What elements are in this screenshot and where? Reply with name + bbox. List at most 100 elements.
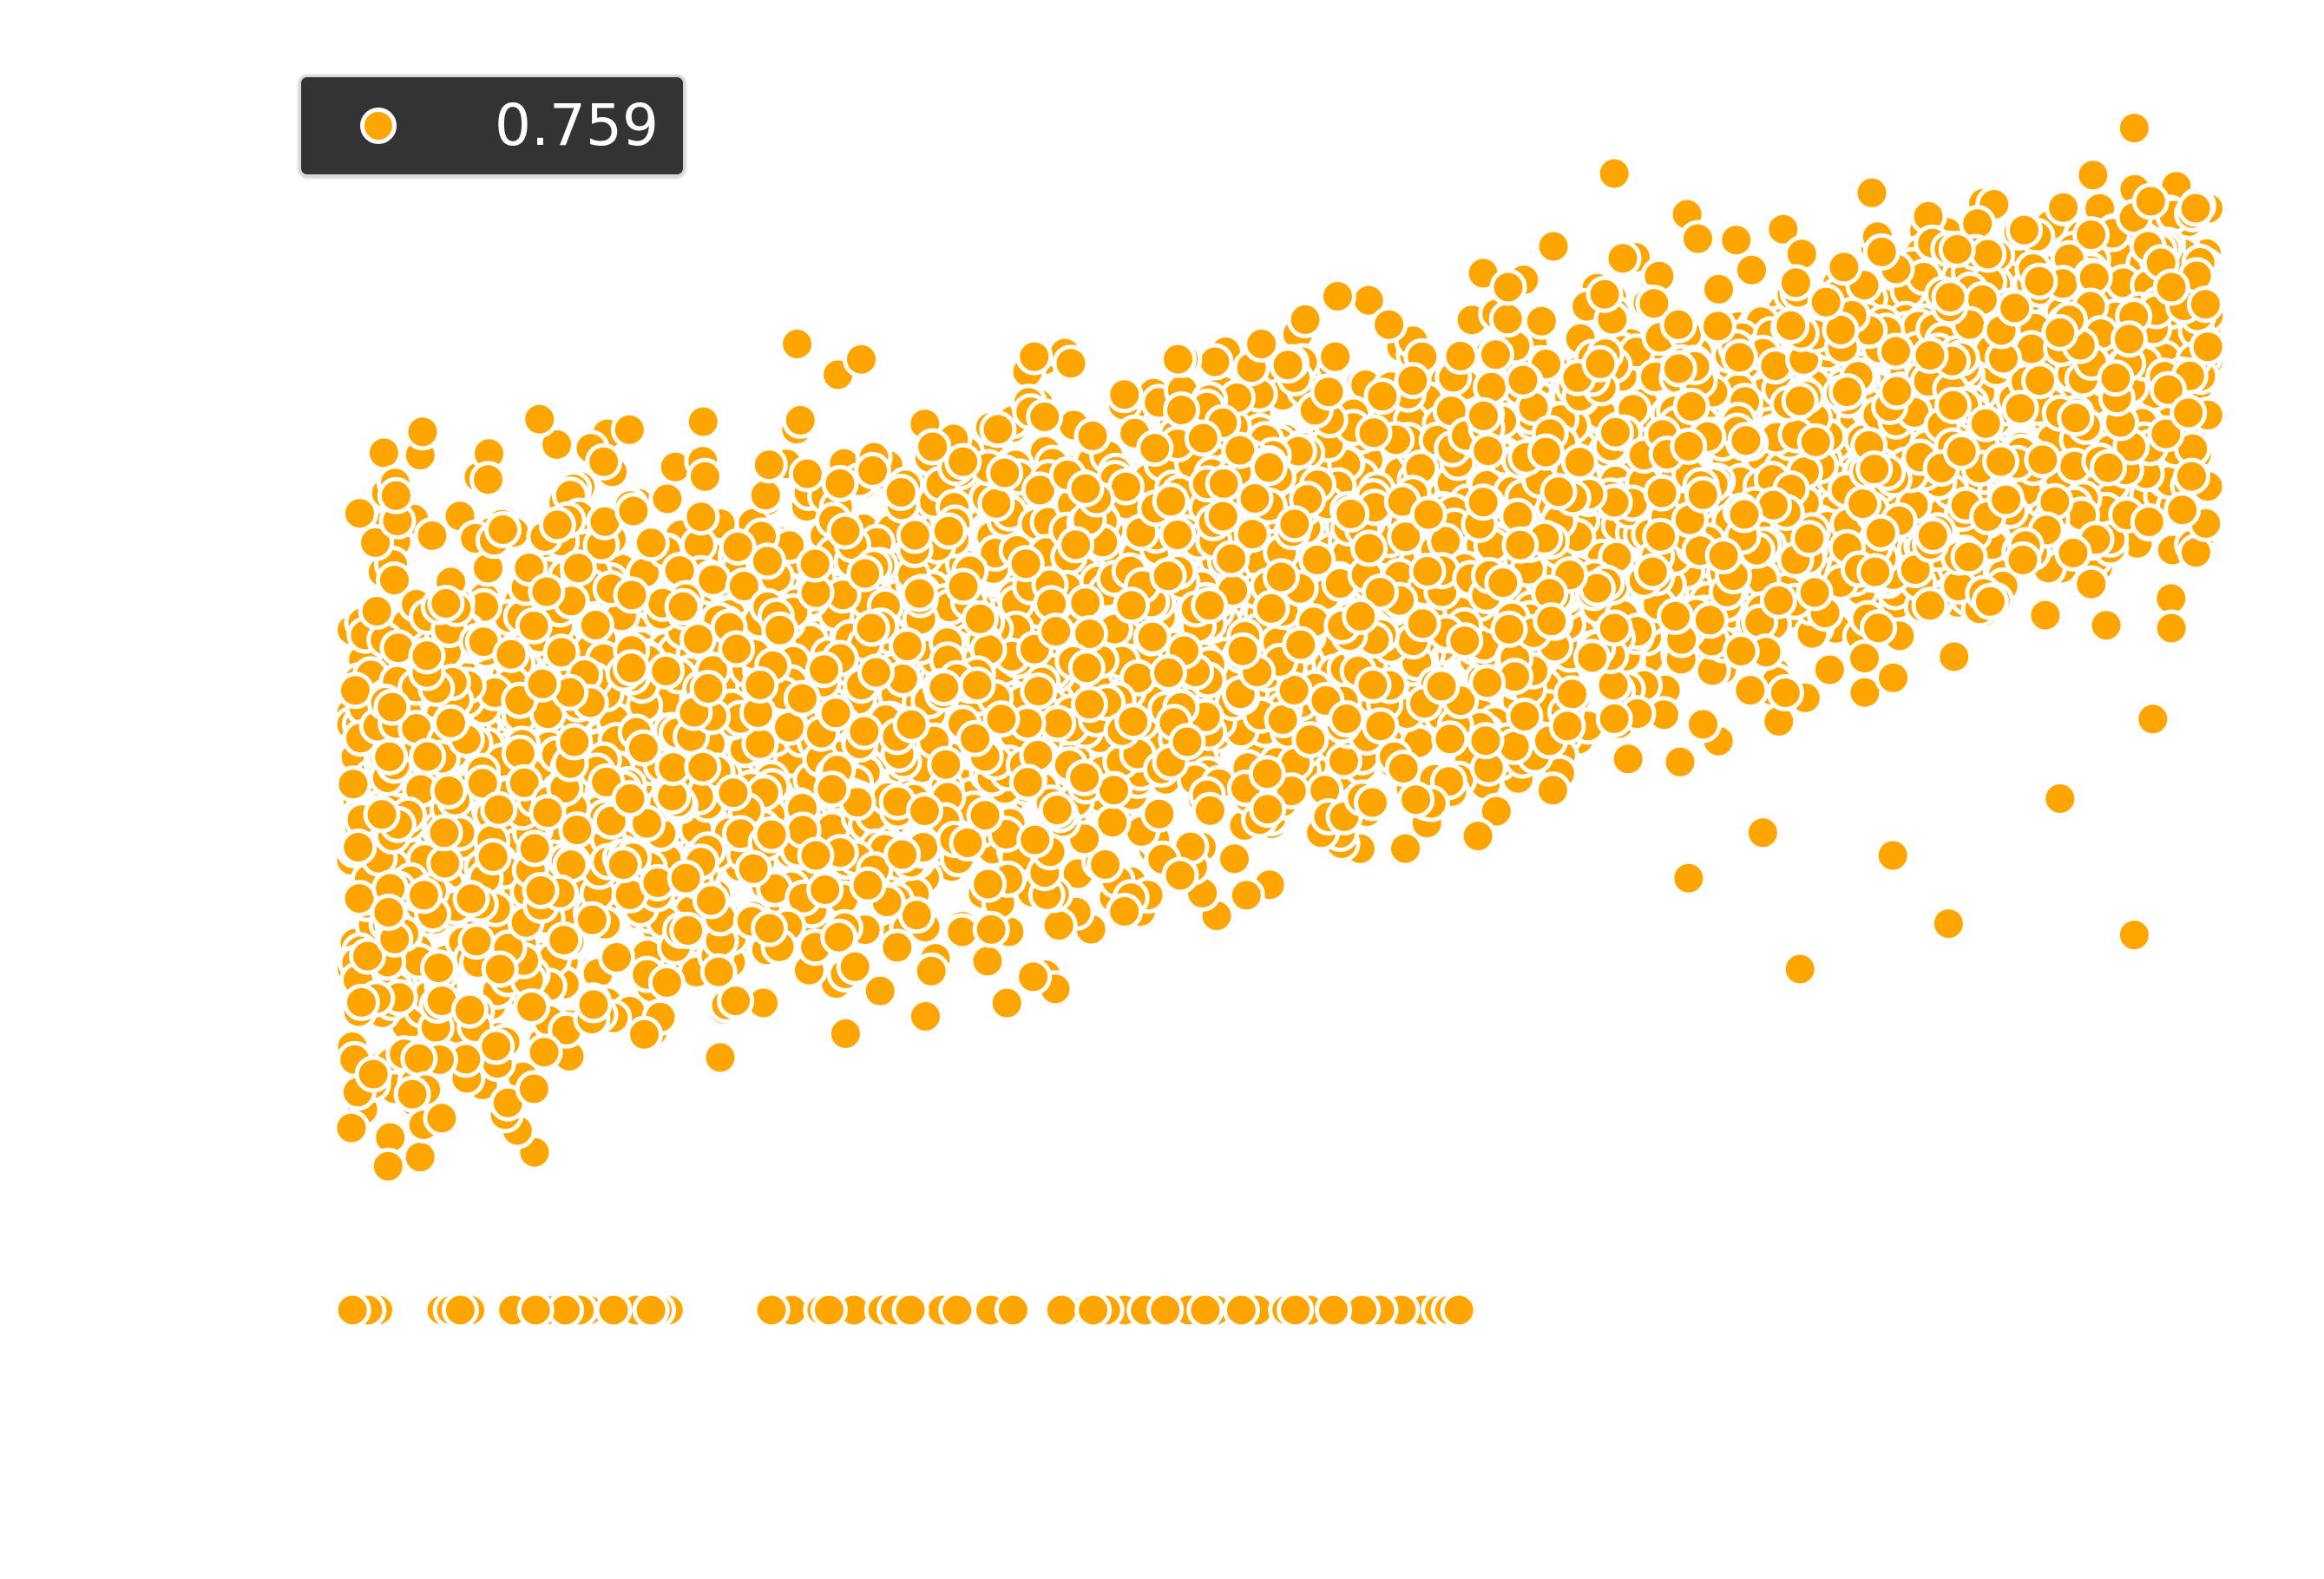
scatter-point xyxy=(1397,781,1435,819)
scatter-point xyxy=(492,635,530,673)
scatter-point xyxy=(843,340,880,378)
scatter-point xyxy=(783,679,821,717)
scatter-point xyxy=(1040,907,1078,945)
scatter-point xyxy=(1560,443,1599,482)
scatter-point xyxy=(1766,674,1804,711)
scatter-point xyxy=(849,866,887,904)
scatter-point xyxy=(748,542,786,580)
scatter-point xyxy=(401,1138,439,1176)
scatter-point xyxy=(1133,618,1172,656)
scatter-point xyxy=(854,451,892,489)
scatter-point xyxy=(1597,413,1634,451)
scatter-point xyxy=(1722,632,1760,670)
scatter-point xyxy=(1717,221,1756,259)
scatter-point xyxy=(914,428,952,466)
scatter-point xyxy=(1159,340,1197,378)
scatter-point xyxy=(811,1291,848,1329)
scatter-point xyxy=(1163,391,1200,429)
scatter-point xyxy=(1026,398,1064,436)
scatter-point xyxy=(1477,792,1515,830)
scatter-point xyxy=(896,516,934,554)
scatter-point xyxy=(968,942,1007,980)
scatter-point xyxy=(889,627,926,665)
scatter-point xyxy=(684,403,722,441)
scatter-point xyxy=(2045,188,2083,226)
scatter-point xyxy=(861,972,899,1010)
scatter-point xyxy=(1733,251,1770,289)
scatter-point xyxy=(1950,538,1988,576)
scatter-point xyxy=(1249,790,1287,829)
scatter-point xyxy=(1146,1291,1185,1329)
scatter-point xyxy=(1585,275,1624,313)
scatter-point xyxy=(515,1070,553,1108)
scatter-point xyxy=(354,1055,392,1093)
scatter-point xyxy=(857,653,895,691)
scatter-point xyxy=(1595,699,1633,737)
scatter-point xyxy=(821,464,859,502)
scatter-point xyxy=(1227,876,1265,914)
scatter-point xyxy=(1853,174,1891,212)
scatter-point xyxy=(752,1291,791,1329)
scatter-point xyxy=(1196,343,1234,381)
scatter-point xyxy=(647,964,686,1001)
scatter-point xyxy=(1862,233,1901,271)
scatter-point xyxy=(2173,457,2210,495)
scatter-point xyxy=(878,928,916,966)
scatter-point xyxy=(750,446,788,484)
scatter-point xyxy=(1764,210,1802,248)
scatter-point xyxy=(929,512,968,550)
scatter-point xyxy=(430,772,468,809)
scatter-point xyxy=(1248,755,1286,793)
scatter-point xyxy=(423,1099,461,1137)
scatter-point xyxy=(474,838,512,875)
scatter-point xyxy=(545,921,583,960)
scatter-point xyxy=(343,983,380,1021)
scatter-point xyxy=(1522,302,1560,340)
scatter-point xyxy=(1007,545,1045,583)
scatter-point xyxy=(1074,1291,1113,1329)
scatter-point xyxy=(1067,584,1105,622)
scatter-point xyxy=(2006,211,2043,249)
scatter-point xyxy=(1067,469,1105,508)
scatter-point xyxy=(357,523,395,561)
scatter-point xyxy=(1136,429,1174,468)
scatter-point xyxy=(961,599,999,638)
scatter-point xyxy=(1856,553,1894,591)
scatter-point xyxy=(457,922,496,960)
scatter-point xyxy=(979,410,1017,449)
scatter-point xyxy=(907,998,944,1035)
scatter-point xyxy=(2176,189,2215,227)
scatter-point xyxy=(746,476,785,514)
scatter-point xyxy=(574,901,611,939)
scatter-point xyxy=(977,484,1015,522)
scatter-point xyxy=(1387,829,1424,868)
scatter-point xyxy=(477,1027,515,1065)
scatter-point xyxy=(1684,705,1722,744)
scatter-point xyxy=(1384,750,1422,787)
scatter-point xyxy=(613,576,651,614)
scatter-point xyxy=(892,705,930,744)
scatter-point xyxy=(1874,658,1913,697)
scatter-point xyxy=(682,498,720,536)
scatter-point xyxy=(958,666,996,704)
scatter-point xyxy=(1042,1291,1080,1329)
scatter-point xyxy=(1106,893,1144,930)
scatter-point xyxy=(1704,537,1743,575)
scatter-point xyxy=(1534,227,1572,265)
scatter-point xyxy=(538,425,576,463)
scatter-point xyxy=(901,574,938,613)
scatter-point xyxy=(1186,1291,1224,1329)
scatter-point xyxy=(813,770,851,809)
scatter-point xyxy=(944,567,982,606)
scatter-point xyxy=(2054,534,2092,572)
scatter-point xyxy=(371,737,409,776)
scatter-point xyxy=(332,1109,371,1147)
scatter-point xyxy=(469,461,507,499)
scatter-point xyxy=(632,524,670,562)
scatter-point xyxy=(2074,156,2112,194)
scatter-point xyxy=(906,792,943,830)
scatter-point xyxy=(944,442,982,481)
scatter-point xyxy=(826,1014,864,1052)
scatter-point xyxy=(1609,740,1647,778)
scatter-point xyxy=(1286,300,1324,338)
